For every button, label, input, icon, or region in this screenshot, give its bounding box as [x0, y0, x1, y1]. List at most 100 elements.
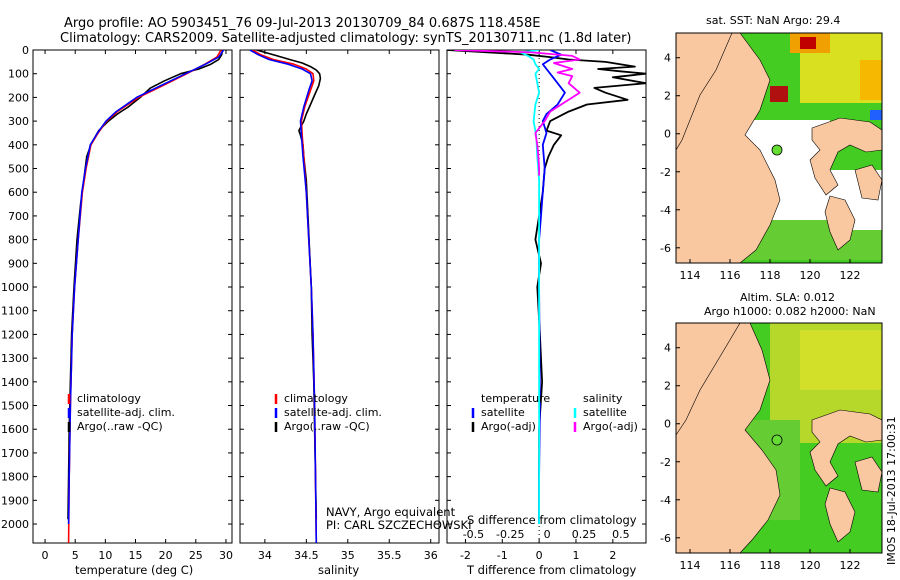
temp-axes-frame	[32, 49, 233, 544]
temp-series-satellite-adj-clim	[67, 50, 225, 525]
sla-map-title-line2: Argo h1000: 0.082 h2000: NaN	[704, 305, 876, 318]
temp-series-argo-raw-qc	[67, 50, 224, 520]
salinity-axis-label: salinity	[318, 563, 359, 577]
sla-map-lon-tick-label: 122	[840, 559, 861, 572]
sla-map-lat-tick-label: -2	[660, 456, 671, 469]
sla-map-lon-tick-label: 120	[800, 559, 821, 572]
sst-map-lon-tick-label: 118	[760, 269, 781, 282]
depth-tick-label: 600	[8, 186, 29, 199]
sst-map-lon-tick-label: 120	[800, 269, 821, 282]
pi-annotation: PI: CARL SZCZECHOWSKI	[326, 518, 472, 532]
navy-annotation: NAVY, Argo equivalent	[326, 505, 456, 519]
diff-legend-header: temperature	[481, 392, 550, 405]
depth-tick-label: 1800	[1, 471, 29, 484]
diff-x-tick-label: 2	[609, 549, 616, 562]
sal-legend-label: satellite-adj. clim.	[284, 406, 382, 419]
timestamp-annotation: IMOS 18-Jul-2013 17:00:31	[885, 416, 898, 565]
sal-series-climatology	[252, 50, 318, 543]
diff-top-x-tick-label: -0.5	[463, 528, 484, 541]
depth-tick-label: 1200	[1, 328, 29, 341]
temp-x-tick-label: 5	[72, 549, 79, 562]
figure-title-line2: Climatology: CARS2009. Satellite-adjuste…	[60, 31, 632, 46]
diff-x-tick-label: 0	[536, 549, 543, 562]
temp-x-tick-label: 30	[219, 549, 233, 562]
temp-x-tick-label: 0	[42, 549, 49, 562]
sla-map-lon-tick-label: 114	[680, 559, 701, 572]
sst-map-title: sat. SST: NaN Argo: 29.4	[706, 14, 840, 27]
temperature-panel: 0100200300400500600700800900100011001200…	[1, 44, 233, 562]
depth-tick-label: 200	[8, 91, 29, 104]
sla-map-lat-tick-label: -4	[660, 494, 671, 507]
depth-tick-label: 400	[8, 139, 29, 152]
temp-series-group	[67, 50, 225, 543]
depth-tick-label: 2000	[1, 518, 29, 531]
diff-x-tick-label: -1	[497, 549, 508, 562]
salinity-panel: 34 34.5 35 35.5 36 climatologysatellite-adj. …	[239, 49, 440, 562]
sal-x-tick-label: 35	[341, 549, 355, 562]
figure-title-line1: Argo profile: AO 5903451_76 09-Jul-2013 …	[64, 16, 541, 31]
diff-series-group	[447, 50, 646, 524]
sla-map-lon-tick-label: 118	[760, 559, 781, 572]
sal-axes-frame	[239, 49, 440, 544]
depth-tick-label: 1500	[1, 400, 29, 413]
temp-legend-label: satellite-adj. clim.	[77, 406, 175, 419]
sal-x-tick-label: 34	[258, 549, 272, 562]
sla-map-lon-tick-label: 116	[720, 559, 741, 572]
temp-legend-label: Argo(..raw -QC)	[77, 420, 163, 433]
diff-legend-label: Argo(-adj)	[481, 420, 536, 433]
diff-legend-header: salinity	[583, 392, 623, 405]
sla-map-lat-tick-label: -6	[660, 532, 671, 545]
diff-series-salinity-argo-adj	[454, 50, 581, 176]
temp-x-tick-label: 15	[129, 549, 143, 562]
diff-legend-label: satellite	[583, 406, 627, 419]
temp-x-tick-label: 20	[159, 549, 173, 562]
sst-map-lat-tick-label: -6	[660, 242, 671, 255]
depth-tick-label: 1600	[1, 423, 29, 436]
diff-x-tick-label: 1	[572, 549, 579, 562]
sst-map-ticks: 114 116 118 120 122 4 2 0 -2 -4 -6	[660, 52, 860, 282]
sla-map	[676, 323, 882, 553]
diff-top-x-tick-label: 0.5	[612, 528, 630, 541]
sal-series-satellite-adj-clim	[249, 50, 318, 543]
sla-map-lat-tick-label: 2	[664, 380, 671, 393]
sst-map-lon-tick-label: 116	[720, 269, 741, 282]
depth-tick-label: 1100	[1, 305, 29, 318]
sst-map-lat-tick-label: 4	[664, 52, 671, 65]
sst-argo-marker	[771, 144, 783, 156]
sla-map-ticks: 114 116 118 120 122 4 2 0 -2 -4 -6	[660, 342, 860, 572]
sst-map-lon-tick-label: 114	[680, 269, 701, 282]
temp-x-tick-label: 25	[189, 549, 203, 562]
depth-tick-label: 900	[8, 257, 29, 270]
sla-map-title-line1: Altim. SLA: 0.012	[740, 291, 835, 304]
depth-tick-label: 1700	[1, 447, 29, 460]
diff-legend-label: Argo(-adj)	[583, 420, 638, 433]
sst-map-lat-tick-label: -4	[660, 204, 671, 217]
depth-tick-label: 1900	[1, 494, 29, 507]
diff-series-temperature-argo-adj	[447, 50, 646, 522]
sal-legend-label: Argo(..raw -QC)	[284, 420, 370, 433]
diff-series-salinity-satellite	[519, 50, 540, 524]
diff-top-x-tick-label: -0.25	[496, 528, 524, 541]
sst-map-lat-tick-label: -2	[660, 166, 671, 179]
depth-tick-label: 500	[8, 163, 29, 176]
sst-map-lat-tick-label: 0	[664, 128, 671, 141]
temp-series-climatology	[67, 50, 222, 543]
depth-tick-label: 1000	[1, 281, 29, 294]
sla-argo-marker	[771, 434, 783, 446]
sal-legend-label: climatology	[284, 392, 348, 405]
s-difference-axis-label: S difference from climatology	[467, 513, 637, 527]
depth-tick-label: 1300	[1, 352, 29, 365]
sal-x-tick-label: 36	[424, 549, 438, 562]
temperature-axis-label: temperature (deg C)	[75, 563, 193, 577]
depth-tick-label: 800	[8, 234, 29, 247]
depth-tick-label: 1400	[1, 376, 29, 389]
diff-x-tick-label: -2	[460, 549, 471, 562]
temp-legend-label: climatology	[77, 392, 141, 405]
sst-map	[676, 33, 882, 263]
sst-map-frame	[675, 32, 883, 264]
depth-tick-label: 300	[8, 115, 29, 128]
sla-map-lat-tick-label: 0	[664, 418, 671, 431]
depth-tick-label: 700	[8, 210, 29, 223]
t-difference-axis-label: T difference from climatology	[466, 563, 637, 577]
